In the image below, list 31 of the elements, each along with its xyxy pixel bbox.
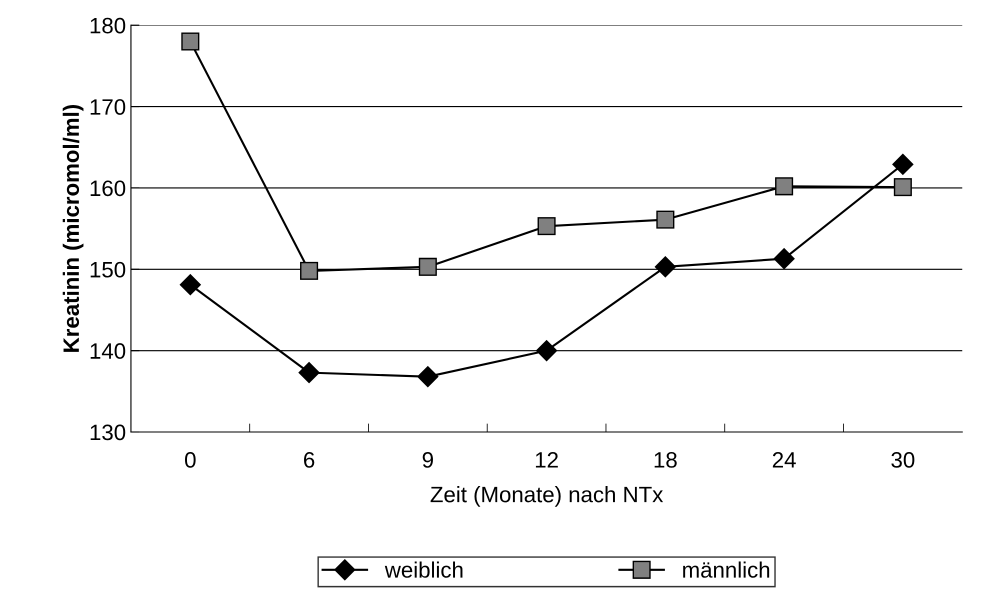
point [894, 178, 912, 196]
x-tick-label: 9 [422, 452, 433, 468]
point [774, 248, 795, 270]
x-tick-label: 6 [304, 452, 314, 468]
x-tick-label: 30 [891, 452, 914, 468]
y-tick-label: 130 [90, 424, 126, 440]
x-tick-label: 0 [185, 452, 196, 468]
x-tick-label: 18 [654, 452, 677, 468]
y-tick-label: 180 [90, 18, 126, 34]
y-tick-label: 140 [90, 343, 126, 359]
point [417, 366, 438, 388]
legend-label: männlich [683, 561, 770, 578]
point [892, 154, 914, 175]
point [538, 217, 556, 236]
y-tick-label: 170 [90, 99, 126, 115]
point [181, 32, 200, 50]
x-axis-title: Zeit (Monate) nach NTx [430, 486, 664, 507]
y-tick-label: 150 [90, 262, 126, 278]
y-axis-title: Kreatinin (micromol/ml) [62, 104, 84, 352]
point [656, 210, 674, 229]
legend-label: weiblich [384, 561, 462, 578]
point [300, 262, 318, 280]
x-tick-label: 24 [772, 452, 796, 468]
point [180, 274, 201, 296]
point [298, 362, 320, 384]
point [775, 177, 794, 196]
point [654, 256, 676, 278]
y-tick-label: 160 [90, 180, 126, 196]
point [536, 340, 558, 362]
point [418, 258, 437, 276]
x-tick-label: 12 [536, 452, 558, 468]
